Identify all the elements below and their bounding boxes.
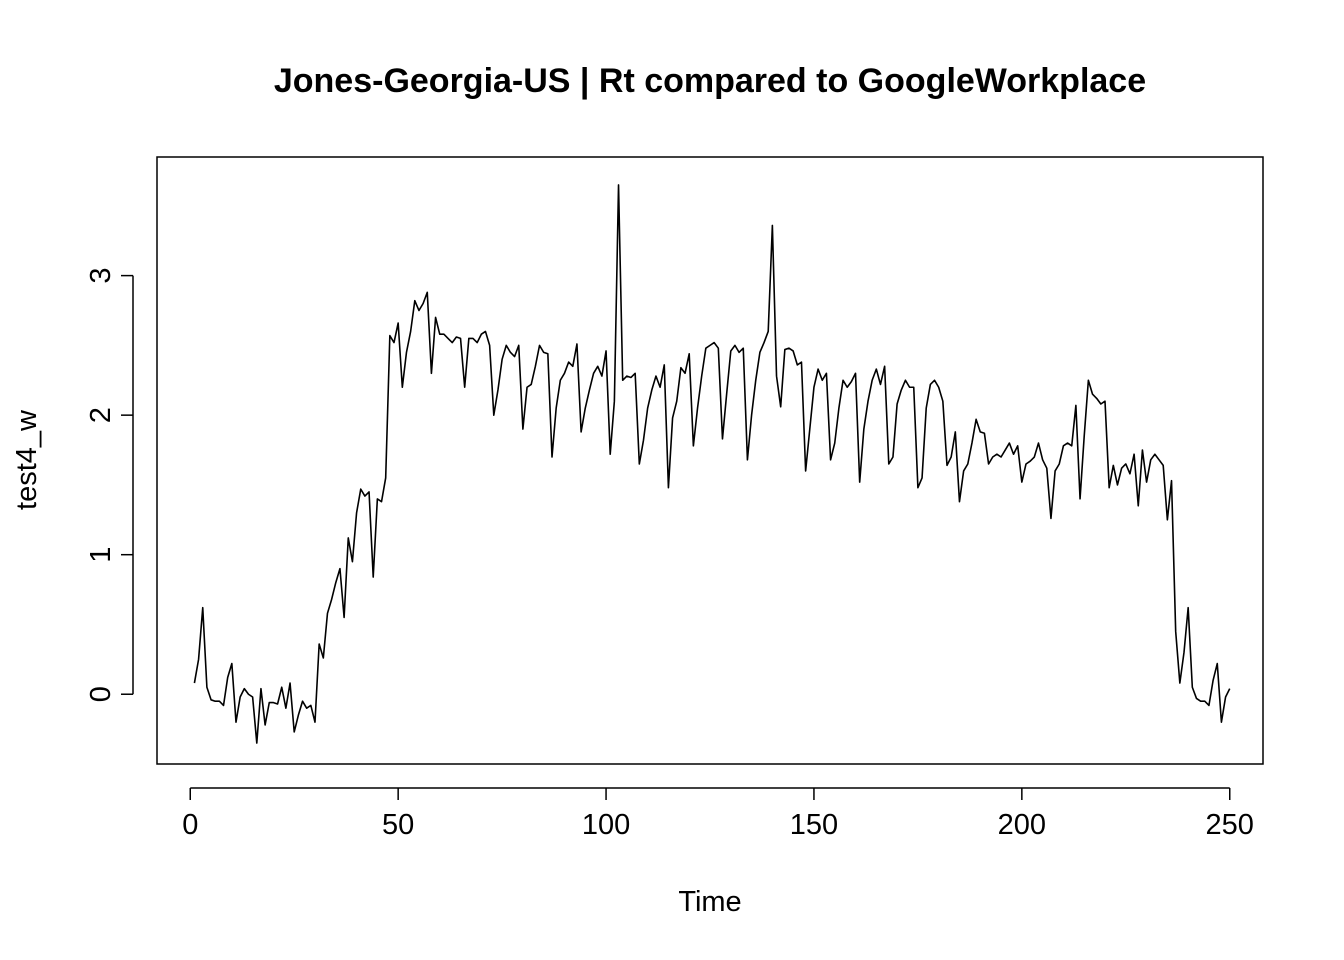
x-tick-label: 150: [790, 809, 838, 841]
y-tick-label: 3: [85, 268, 117, 284]
data-points: [194, 184, 1231, 744]
x-axis-label: Time: [678, 886, 741, 918]
y-axis: 0 1 2 3: [85, 268, 134, 702]
x-tick-label: 200: [998, 809, 1046, 841]
y-tick-label: 1: [85, 547, 117, 563]
chart-title: Jones-Georgia-US | Rt compared to Google…: [274, 62, 1146, 100]
x-tick-label: 50: [382, 809, 414, 841]
plot-frame: [156, 156, 1264, 765]
y-tick-label: 2: [85, 407, 117, 423]
y-tick-label: 0: [85, 686, 117, 702]
x-axis: 0 50 100 150 200 250: [182, 787, 1254, 841]
y-axis-label: test4_w: [11, 409, 43, 510]
x-tick-label: 250: [1206, 809, 1254, 841]
x-tick-label: 100: [582, 809, 630, 841]
series-line: [193, 184, 1231, 744]
x-tick-label: 0: [182, 809, 198, 841]
